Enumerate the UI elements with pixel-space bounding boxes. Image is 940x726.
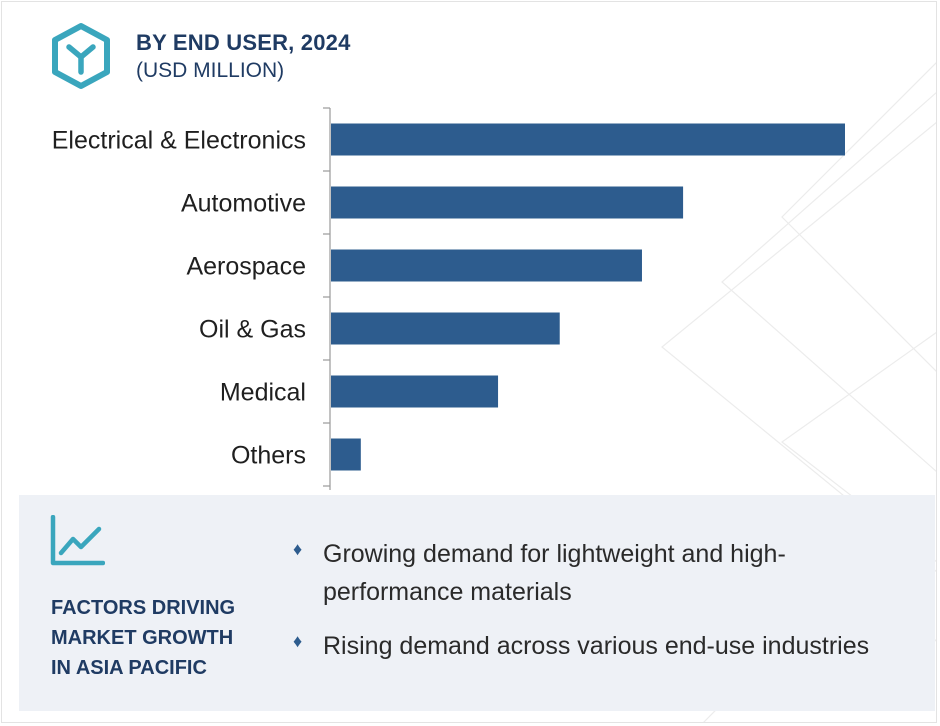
- factors-heading: FACTORS DRIVING MARKET GROWTH IN ASIA PA…: [51, 593, 281, 683]
- factor-item: ♦ Growing demand for lightweight and hig…: [293, 535, 893, 611]
- category-label: Aerospace: [186, 253, 306, 281]
- category-label: Others: [231, 442, 306, 470]
- diamond-bullet-icon: ♦: [293, 631, 303, 651]
- category-label: Medical: [220, 379, 306, 407]
- factor-text: Rising demand across various end-use ind…: [323, 632, 870, 660]
- bar: [331, 438, 361, 471]
- chart-subtitle: (USD MILLION): [136, 59, 285, 82]
- factors-panel: FACTORS DRIVING MARKET GROWTH IN ASIA PA…: [19, 495, 935, 711]
- hexagon-y-logo-icon: [52, 23, 110, 89]
- diamond-bullet-icon: ♦: [293, 539, 303, 559]
- factors-heading-line: IN ASIA PACIFIC: [51, 657, 207, 679]
- factors-heading-line: FACTORS DRIVING: [51, 597, 236, 619]
- chart-title: BY END USER, 2024: [136, 30, 351, 55]
- category-label: Electrical & Electronics: [52, 127, 306, 155]
- bar: [331, 312, 560, 345]
- factor-text: Growing demand for lightweight and high-…: [323, 540, 786, 606]
- end-user-bar-chart: Electrical & Electronics Automotive Aerosp…: [52, 107, 845, 490]
- category-label: Oil & Gas: [199, 316, 306, 344]
- factors-list: ♦ Growing demand for lightweight and hig…: [293, 535, 893, 681]
- bar: [331, 186, 684, 219]
- factor-item: ♦ Rising demand across various end-use i…: [293, 627, 893, 665]
- trend-line-icon: [50, 515, 105, 566]
- bar: [331, 249, 642, 282]
- bar: [331, 123, 845, 156]
- factors-heading-line: MARKET GROWTH: [51, 627, 234, 649]
- category-label: Automotive: [181, 190, 306, 218]
- bar: [331, 375, 499, 408]
